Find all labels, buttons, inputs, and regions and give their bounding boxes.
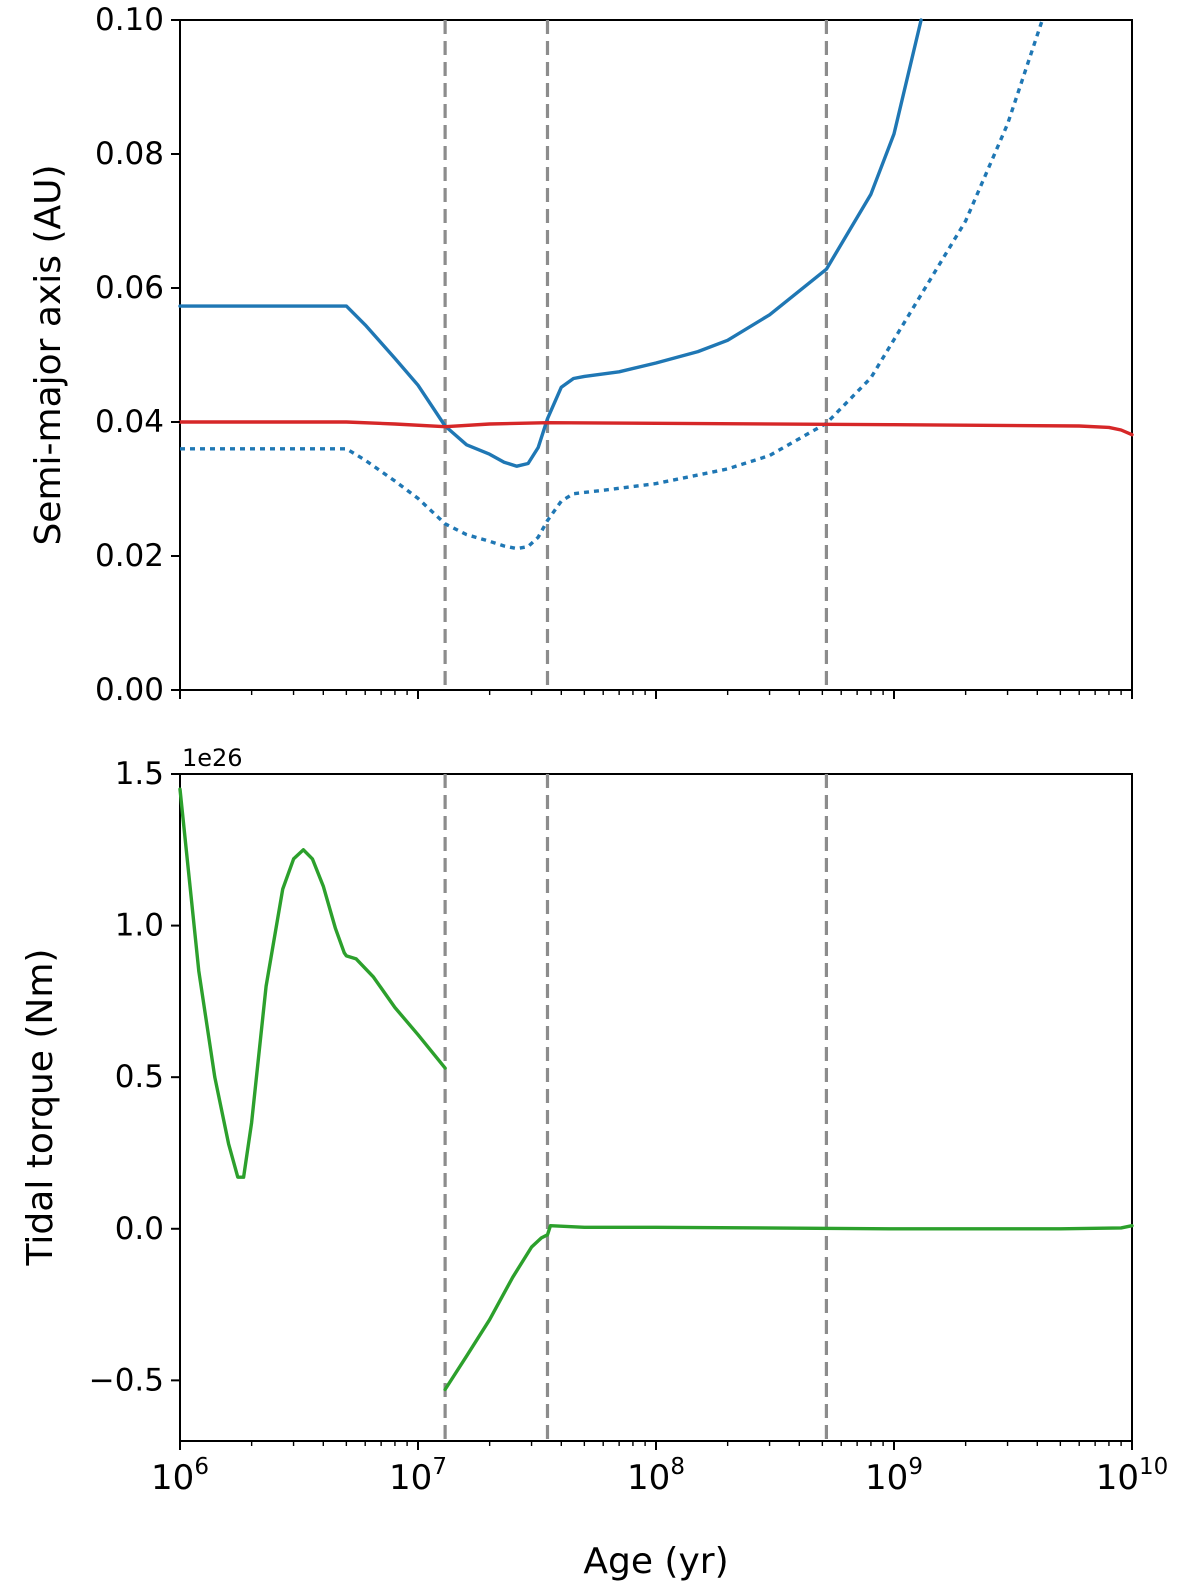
- bottom-y-tick-label: 0.5: [115, 1059, 164, 1095]
- top-series-line-2: [178, 420, 1134, 437]
- semi-major-axis-panel: Semi-major axis (AU) 0.00 0.02 0.04 0.06 0.0…: [28, 2, 1134, 708]
- top-y-axis-label: Semi-major axis (AU): [28, 164, 69, 545]
- x-tick-label: 109: [865, 1454, 923, 1498]
- top-y-tick-label: 0.10: [95, 2, 164, 38]
- top-y-tick-label: 0.08: [95, 136, 164, 172]
- top-axes-frame: [179, 19, 1133, 691]
- bottom-y-tick-label: 1.0: [115, 908, 164, 944]
- bottom-y-tick-label: −0.5: [89, 1362, 164, 1398]
- bottom-axes-frame: [179, 773, 1133, 1442]
- tidal-torque-panel: 1e26 Tidal torque (Nm) Age (yr) −0.5 0.0 0…: [20, 744, 1168, 1582]
- top-y-tick-label: 0.04: [95, 404, 164, 440]
- x-axis-label: Age (yr): [583, 1541, 728, 1582]
- top-y-tick-label: 0.06: [95, 270, 164, 306]
- y-offset-label: 1e26: [182, 744, 243, 772]
- top-y-tick-label: 0.00: [95, 672, 164, 708]
- bottom-series-line-1: [443, 1224, 1134, 1392]
- bottom-y-tick-label: 1.5: [115, 756, 164, 792]
- top-series-line-0: [178, 18, 923, 468]
- bottom-series-line-0: [178, 787, 447, 1179]
- bottom-y-tick-label: 0.0: [115, 1211, 164, 1247]
- top-series-line-1: [180, 19, 1044, 551]
- bottom-y-axis-label: Tidal torque (Nm): [20, 949, 61, 1267]
- x-tick-label: 108: [627, 1454, 685, 1498]
- x-tick-label: 1010: [1096, 1454, 1169, 1498]
- x-tick-label: 107: [389, 1454, 447, 1498]
- x-tick-label: 106: [151, 1454, 209, 1498]
- top-y-tick-label: 0.02: [95, 538, 164, 574]
